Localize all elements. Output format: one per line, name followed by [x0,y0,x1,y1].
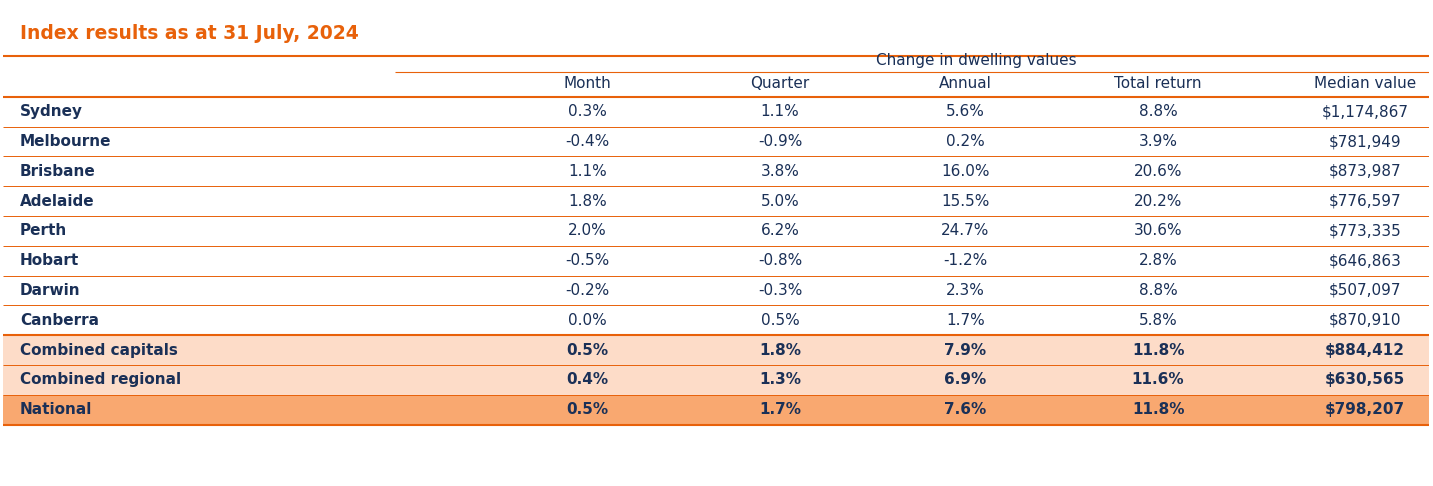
Text: 30.6%: 30.6% [1134,224,1182,239]
Text: 11.6%: 11.6% [1132,372,1185,387]
Text: 1.1%: 1.1% [761,104,800,119]
Text: -0.5%: -0.5% [566,253,609,268]
Text: $646,863: $646,863 [1328,253,1401,268]
Text: Adelaide: Adelaide [20,193,95,208]
Text: 8.8%: 8.8% [1139,104,1178,119]
Text: Index results as at 31 July, 2024: Index results as at 31 July, 2024 [20,24,358,43]
Text: 2.8%: 2.8% [1139,253,1178,268]
FancyBboxPatch shape [3,395,1429,425]
Text: 11.8%: 11.8% [1132,343,1184,358]
Text: Change in dwelling values: Change in dwelling values [876,52,1076,68]
Text: 20.2%: 20.2% [1134,193,1182,208]
Text: 5.6%: 5.6% [946,104,984,119]
Text: 20.6%: 20.6% [1134,164,1182,179]
Text: $870,910: $870,910 [1328,313,1401,328]
Text: 0.5%: 0.5% [566,402,609,417]
Text: 3.8%: 3.8% [761,164,800,179]
FancyBboxPatch shape [3,335,1429,365]
Text: 5.8%: 5.8% [1139,313,1178,328]
Text: 0.2%: 0.2% [946,134,984,149]
Text: Quarter: Quarter [751,76,810,91]
Text: 1.7%: 1.7% [759,402,801,417]
Text: Brisbane: Brisbane [20,164,96,179]
Text: Canberra: Canberra [20,313,99,328]
Text: Total return: Total return [1115,76,1202,91]
Text: 6.2%: 6.2% [761,224,800,239]
Text: Annual: Annual [939,76,992,91]
Text: -1.2%: -1.2% [943,253,987,268]
Text: 2.0%: 2.0% [567,224,608,239]
Text: -0.4%: -0.4% [566,134,609,149]
Text: -0.3%: -0.3% [758,283,802,298]
Text: 15.5%: 15.5% [941,193,990,208]
Text: $873,987: $873,987 [1328,164,1401,179]
Text: $776,597: $776,597 [1328,193,1401,208]
Text: 1.3%: 1.3% [759,372,801,387]
Text: 1.8%: 1.8% [759,343,801,358]
Text: $798,207: $798,207 [1326,402,1404,417]
Text: 3.9%: 3.9% [1139,134,1178,149]
Text: $1,174,867: $1,174,867 [1321,104,1409,119]
Text: $884,412: $884,412 [1326,343,1404,358]
Text: -0.8%: -0.8% [758,253,802,268]
Text: -0.2%: -0.2% [566,283,609,298]
Text: Median value: Median value [1314,76,1416,91]
Text: 11.8%: 11.8% [1132,402,1184,417]
Text: $507,097: $507,097 [1328,283,1401,298]
Text: Combined capitals: Combined capitals [20,343,178,358]
Text: $773,335: $773,335 [1328,224,1401,239]
Text: $781,949: $781,949 [1328,134,1401,149]
Text: 1.8%: 1.8% [567,193,608,208]
Text: 0.5%: 0.5% [566,343,609,358]
Text: 8.8%: 8.8% [1139,283,1178,298]
Text: 7.6%: 7.6% [944,402,987,417]
Text: Sydney: Sydney [20,104,83,119]
Text: Combined regional: Combined regional [20,372,181,387]
FancyBboxPatch shape [3,365,1429,395]
Text: Melbourne: Melbourne [20,134,112,149]
Text: 0.4%: 0.4% [566,372,609,387]
Text: Darwin: Darwin [20,283,80,298]
Text: 0.0%: 0.0% [567,313,608,328]
Text: Month: Month [563,76,612,91]
Text: 7.9%: 7.9% [944,343,986,358]
Text: 24.7%: 24.7% [941,224,990,239]
Text: 6.9%: 6.9% [944,372,987,387]
Text: 0.5%: 0.5% [761,313,800,328]
Text: 5.0%: 5.0% [761,193,800,208]
Text: 16.0%: 16.0% [941,164,990,179]
Text: -0.9%: -0.9% [758,134,802,149]
Text: 2.3%: 2.3% [946,283,984,298]
Text: 1.1%: 1.1% [567,164,608,179]
Text: 1.7%: 1.7% [946,313,984,328]
Text: Perth: Perth [20,224,67,239]
Text: Hobart: Hobart [20,253,79,268]
Text: National: National [20,402,92,417]
Text: $630,565: $630,565 [1324,372,1404,387]
Text: 0.3%: 0.3% [567,104,608,119]
